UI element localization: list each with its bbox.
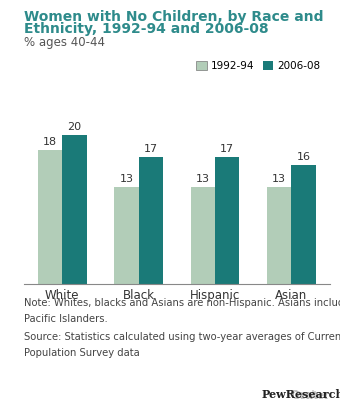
Text: % ages 40-44: % ages 40-44: [24, 36, 105, 49]
Text: Center: Center: [289, 390, 328, 400]
Text: Women with No Children, by Race and: Women with No Children, by Race and: [24, 10, 323, 24]
Text: 13: 13: [119, 174, 133, 184]
Text: Ethnicity, 1992-94 and 2006-08: Ethnicity, 1992-94 and 2006-08: [24, 22, 268, 36]
Bar: [114, 187, 139, 284]
Text: Note: Whites, blacks and Asians are non-Hispanic. Asians include: Note: Whites, blacks and Asians are non-…: [24, 298, 340, 308]
Text: 17: 17: [220, 144, 234, 154]
Bar: [139, 157, 163, 284]
Bar: [38, 150, 62, 284]
Text: Pacific Islanders.: Pacific Islanders.: [24, 314, 107, 324]
Text: Center: Center: [291, 391, 330, 401]
Text: 18: 18: [43, 137, 57, 147]
Text: 16: 16: [297, 152, 311, 162]
Text: 20: 20: [67, 122, 82, 132]
Bar: [190, 187, 215, 284]
Text: Population Survey data: Population Survey data: [24, 348, 139, 358]
Text: Source: Statistics calculated using two-year averages of Current: Source: Statistics calculated using two-…: [24, 332, 340, 342]
Bar: [62, 135, 87, 284]
Text: 13: 13: [196, 174, 210, 184]
Bar: [215, 157, 239, 284]
Bar: [291, 165, 316, 284]
Text: 17: 17: [144, 144, 158, 154]
Bar: [267, 187, 291, 284]
Legend: 1992-94, 2006-08: 1992-94, 2006-08: [192, 57, 325, 75]
Text: PewResearch: PewResearch: [262, 389, 340, 400]
Text: 13: 13: [272, 174, 286, 184]
